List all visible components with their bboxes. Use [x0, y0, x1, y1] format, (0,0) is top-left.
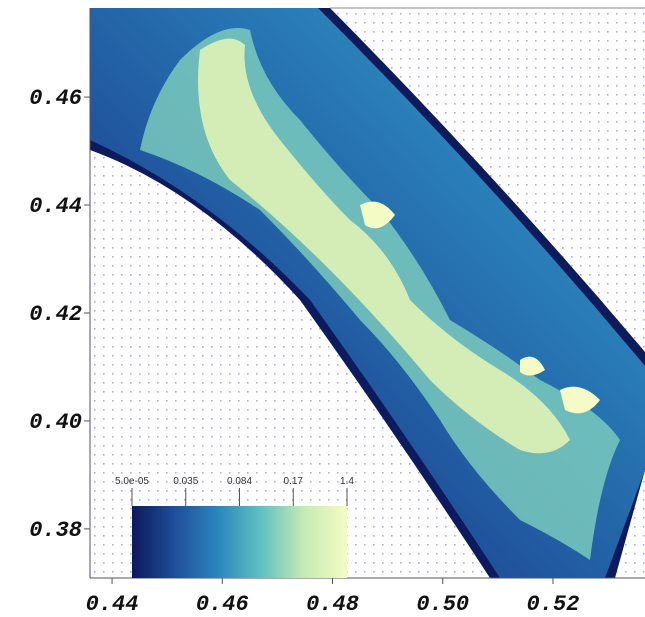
- y-tick-label: 0.46: [29, 86, 82, 111]
- x-tick-label: 0.52: [527, 592, 580, 617]
- x-tick-label: 0.48: [306, 592, 359, 617]
- field: [90, 8, 645, 578]
- colorbar-tick-label: 5.0e-05: [115, 476, 149, 487]
- colorbar-tick-label: 0.035: [173, 476, 198, 487]
- y-tick-label: 0.44: [29, 194, 82, 219]
- bright-filaments: [198, 38, 570, 454]
- plumes: [360, 201, 600, 414]
- colorbar-tick-label: 1.4: [340, 476, 354, 487]
- colorbar-tick-label: 0.17: [284, 476, 304, 487]
- y-tick-label: 0.40: [29, 410, 82, 435]
- y-tick-label: 0.38: [29, 518, 82, 543]
- y-tick-label: 0.42: [29, 302, 82, 327]
- colorbar-tick-label: 0.084: [227, 476, 252, 487]
- x-tick-label: 0.44: [86, 592, 139, 617]
- colorbar: [132, 506, 347, 578]
- x-tick-label: 0.50: [416, 592, 469, 617]
- x-tick-label: 0.46: [196, 592, 249, 617]
